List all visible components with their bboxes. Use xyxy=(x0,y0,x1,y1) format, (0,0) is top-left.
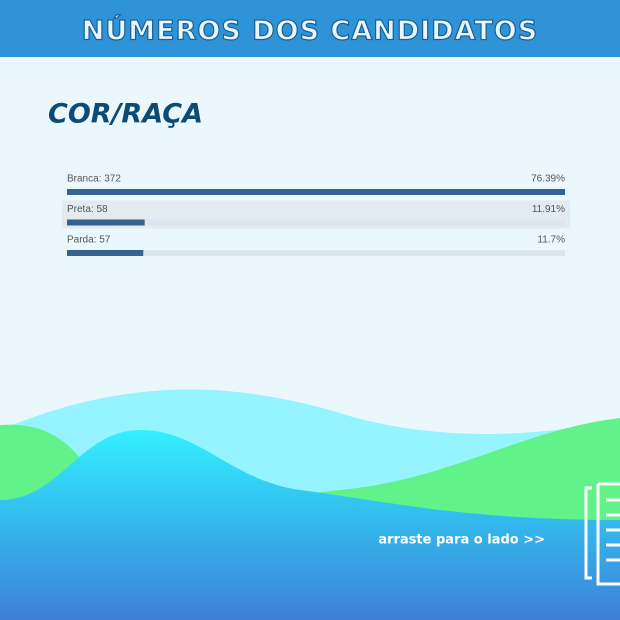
bar-track xyxy=(67,250,565,256)
title: NÚMEROS DOS CANDIDATOS xyxy=(82,15,538,47)
bar xyxy=(67,219,145,226)
wave-front xyxy=(0,430,620,620)
swipe-hint: arraste para o lado >> xyxy=(378,533,545,548)
bar xyxy=(67,250,144,256)
bar-track xyxy=(67,219,565,226)
subtitle: COR/RAÇA xyxy=(48,99,203,130)
header xyxy=(0,0,620,57)
value-label: 76.39% xyxy=(531,174,565,185)
category-label: Branca: 372 xyxy=(67,174,121,185)
category-label: Preta: 58 xyxy=(67,204,108,215)
value-label: 11.7% xyxy=(537,235,565,246)
swipe-icon xyxy=(584,482,620,586)
category-label: Parda: 57 xyxy=(67,235,111,246)
value-label: 11.91% xyxy=(532,204,565,215)
bar xyxy=(67,189,565,195)
